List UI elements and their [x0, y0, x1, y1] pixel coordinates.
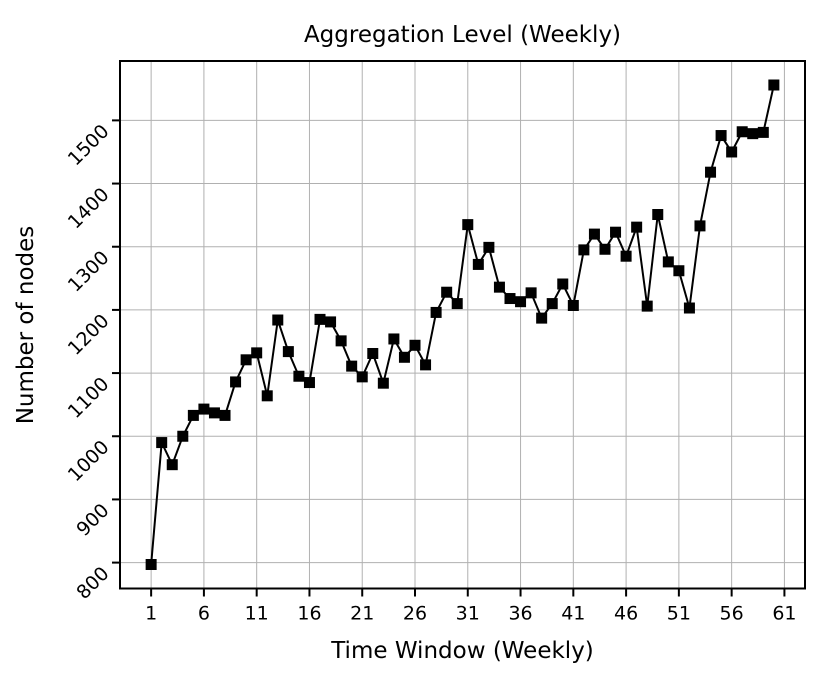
data-point-marker — [240, 354, 252, 366]
data-point-marker — [768, 79, 780, 91]
data-point-marker — [493, 281, 505, 293]
x-tick-label: 16 — [297, 603, 321, 625]
data-point-marker — [694, 220, 706, 232]
data-point-marker — [757, 126, 769, 138]
x-tick-label: 56 — [720, 603, 744, 625]
x-tick-label: 41 — [561, 603, 585, 625]
data-point-marker — [536, 312, 548, 324]
data-point-marker — [346, 360, 358, 372]
data-point-marker — [420, 359, 432, 371]
data-point-marker — [177, 430, 189, 442]
x-tick-label: 11 — [245, 603, 269, 625]
x-tick-label: 6 — [198, 603, 210, 625]
data-point-marker — [588, 228, 600, 240]
data-point-marker — [166, 459, 178, 471]
data-point-marker — [652, 209, 664, 221]
data-point-marker — [504, 293, 516, 305]
data-point-marker — [525, 287, 537, 299]
data-point-marker — [620, 250, 632, 262]
data-point-marker — [335, 335, 347, 347]
axes-frame — [119, 60, 806, 590]
x-tick-label: 21 — [350, 603, 374, 625]
y-tick-label: 1200 — [64, 310, 114, 360]
data-point-marker — [145, 558, 157, 570]
x-axis-label: Time Window (Weekly) — [331, 638, 594, 664]
data-point-marker — [567, 299, 579, 311]
data-point-marker — [472, 258, 484, 270]
y-tick-label: 1500 — [64, 120, 114, 170]
data-point-marker — [683, 302, 695, 314]
data-point-marker — [198, 403, 210, 415]
data-point-marker — [641, 300, 653, 312]
data-point-marker — [377, 377, 389, 389]
data-point-marker — [303, 377, 315, 389]
data-point-marker — [462, 219, 474, 231]
data-point-marker — [388, 333, 400, 345]
data-point-marker — [747, 128, 759, 140]
data-point-marker — [610, 226, 622, 238]
data-point-marker — [398, 351, 410, 363]
data-line — [150, 84, 775, 565]
data-point-marker — [599, 243, 611, 255]
data-point-marker — [483, 241, 495, 253]
data-point-marker — [219, 409, 231, 421]
data-point-marker — [272, 314, 284, 326]
data-point-marker — [715, 130, 727, 142]
y-tick-label: 800 — [72, 563, 113, 604]
data-point-marker — [325, 316, 337, 328]
x-tick-label: 26 — [403, 603, 427, 625]
y-tick-label: 1100 — [64, 373, 114, 423]
data-point-marker — [515, 296, 527, 308]
data-point-marker — [282, 346, 294, 358]
y-axis-label: Number of nodes — [13, 225, 39, 425]
data-point-marker — [293, 370, 305, 382]
data-point-marker — [230, 376, 242, 388]
data-point-marker — [409, 339, 421, 351]
x-tick-label: 61 — [772, 603, 796, 625]
x-tick-label: 31 — [456, 603, 480, 625]
x-tick-label: 36 — [508, 603, 532, 625]
data-point-marker — [430, 306, 442, 318]
y-tick-label: 1300 — [64, 247, 114, 297]
data-point-marker — [314, 313, 326, 325]
x-tick-label: 51 — [667, 603, 691, 625]
data-point-marker — [546, 298, 558, 310]
data-point-marker — [187, 409, 199, 421]
data-point-marker — [631, 221, 643, 233]
y-tick-label: 900 — [72, 499, 113, 540]
data-point-marker — [156, 437, 168, 449]
data-point-marker — [367, 347, 379, 359]
data-point-marker — [726, 146, 738, 158]
data-point-marker — [662, 256, 674, 268]
data-point-marker — [208, 407, 220, 419]
data-point-marker — [251, 347, 263, 359]
data-point-marker — [261, 390, 273, 402]
x-tick-label: 1 — [145, 603, 157, 625]
y-tick-label: 1000 — [64, 436, 114, 486]
data-point-marker — [673, 265, 685, 277]
chart-title: Aggregation Level (Weekly) — [303, 22, 622, 48]
data-point-marker — [578, 244, 590, 256]
data-point-marker — [356, 371, 368, 383]
x-tick-label: 46 — [614, 603, 638, 625]
data-point-marker — [557, 278, 569, 290]
data-point-marker — [451, 298, 463, 310]
data-point-marker — [736, 126, 748, 138]
y-tick-label: 1400 — [64, 184, 114, 234]
data-point-marker — [705, 166, 717, 178]
data-point-marker — [441, 286, 453, 298]
